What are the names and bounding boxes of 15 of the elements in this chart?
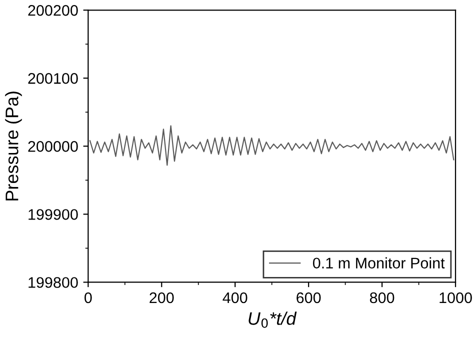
y-tick-label: 199900 [28, 209, 78, 220]
x-tick-label: 800 [370, 292, 394, 304]
y-tick-label: 200100 [28, 73, 78, 84]
y-tick-label: 200200 [28, 5, 78, 16]
x-tick-label: 600 [296, 292, 321, 304]
x-tick-label: 0 [84, 292, 92, 304]
y-tick-label: 200000 [28, 141, 78, 152]
y-tick-label: 199800 [28, 277, 78, 288]
x-tick-label: 1000 [440, 292, 472, 304]
x-tick-label: 200 [150, 292, 174, 304]
y-axis-title: Pressure (Pa) [5, 92, 22, 200]
x-axis-title: U$_{0}$*t/d [248, 312, 297, 328]
line-series [89, 125, 454, 166]
legend-label: 0.1 m Monitor Point [312, 257, 445, 269]
x-tick-label: 400 [222, 292, 248, 304]
